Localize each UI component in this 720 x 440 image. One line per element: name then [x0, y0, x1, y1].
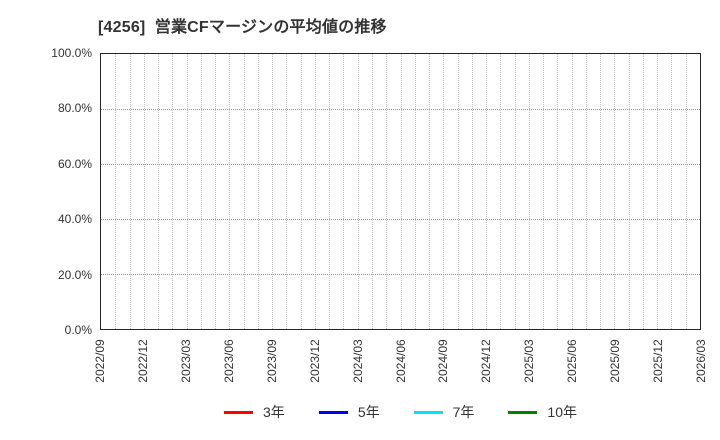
- x-tick-label: 2022/12: [135, 339, 150, 383]
- legend-label: 3年: [263, 404, 285, 420]
- x-tick-label: 2025/12: [651, 339, 666, 383]
- x-tick-label: 2023/03: [178, 339, 193, 383]
- x-tick-label: 2024/06: [393, 339, 408, 383]
- gridline-vertical: [329, 54, 331, 329]
- gridline-vertical: [186, 54, 188, 329]
- gridline-vertical: [528, 54, 530, 329]
- legend-label: 7年: [452, 404, 475, 420]
- gridline-vertical: [571, 54, 573, 329]
- legend-line-swatch: [508, 410, 538, 414]
- legend-item: 10年: [508, 402, 577, 422]
- gridline-vertical: [600, 54, 602, 329]
- gridline-vertical: [215, 54, 217, 329]
- y-tick-label: 80.0%: [57, 101, 92, 116]
- gridline-vertical: [371, 54, 373, 329]
- gridline-vertical: [614, 54, 616, 329]
- gridline-vertical: [642, 54, 644, 329]
- gridline-vertical: [314, 54, 316, 329]
- gridline-vertical: [671, 54, 673, 329]
- gridline-vertical: [172, 54, 174, 329]
- x-tick-label: 2026/03: [694, 339, 708, 383]
- legend-label: 5年: [357, 404, 380, 420]
- legend-line-swatch: [413, 410, 443, 414]
- legend-item: 5年: [318, 402, 380, 422]
- gridline-vertical: [400, 54, 402, 329]
- legend-item: 7年: [413, 402, 475, 422]
- gridline-vertical: [343, 54, 345, 329]
- gridline-vertical: [585, 54, 587, 329]
- gridline-vertical: [386, 54, 388, 329]
- gridline-vertical: [557, 54, 559, 329]
- legend-label: 10年: [547, 404, 577, 420]
- x-tick-label: 2024/03: [350, 339, 365, 383]
- legend-item: 3年: [224, 402, 285, 422]
- chart-title: [4256] 営業CFマージンの平均値の推移: [98, 19, 387, 36]
- gridline-vertical: [272, 54, 274, 329]
- gridline-vertical: [143, 54, 145, 329]
- gridline-vertical: [158, 54, 160, 329]
- gridline-vertical: [115, 54, 117, 329]
- gridline-vertical: [486, 54, 488, 329]
- gridline-vertical: [357, 54, 359, 329]
- legend-line-swatch: [224, 410, 254, 414]
- x-tick-label: 2022/09: [93, 339, 107, 383]
- gridline-vertical: [543, 54, 545, 329]
- y-tick-label: 60.0%: [57, 156, 92, 171]
- gridline-horizontal: [101, 219, 700, 220]
- x-tick-label: 2023/12: [307, 339, 322, 383]
- y-tick-label: 40.0%: [57, 212, 92, 227]
- gridline-vertical: [286, 54, 288, 329]
- y-tick-label: 20.0%: [57, 267, 92, 282]
- x-tick-label: 2025/06: [565, 339, 580, 383]
- gridline-vertical: [457, 54, 459, 329]
- gridline-vertical: [628, 54, 630, 329]
- x-tick-label: 2023/06: [221, 339, 236, 383]
- x-tick-label: 2025/09: [608, 339, 623, 383]
- legend: 3年 5年 7年 10年: [100, 402, 701, 422]
- x-tick-label: 2024/12: [479, 339, 494, 383]
- legend-line-swatch: [318, 410, 348, 414]
- gridline-vertical: [243, 54, 245, 329]
- gridline-vertical: [129, 54, 131, 329]
- y-tick-label: 100.0%: [51, 46, 92, 60]
- gridline-vertical: [443, 54, 445, 329]
- gridline-vertical: [429, 54, 431, 329]
- gridline-horizontal: [101, 109, 700, 110]
- gridline-horizontal: [101, 164, 700, 165]
- gridline-vertical: [514, 54, 516, 329]
- x-tick-label: 2023/09: [264, 339, 279, 383]
- gridline-vertical: [229, 54, 231, 329]
- gridline-vertical: [471, 54, 473, 329]
- gridline-vertical: [300, 54, 302, 329]
- gridline-vertical: [200, 54, 202, 329]
- gridline-vertical: [500, 54, 502, 329]
- x-tick-label: 2025/03: [522, 339, 537, 383]
- gridline-vertical: [414, 54, 416, 329]
- y-tick-label: 0.0%: [64, 323, 92, 337]
- gridline-vertical: [657, 54, 659, 329]
- plot-area: [100, 53, 701, 330]
- gridline-vertical: [685, 54, 687, 329]
- gridline-vertical: [257, 54, 259, 329]
- gridline-horizontal: [101, 274, 700, 275]
- x-tick-label: 2024/09: [436, 339, 451, 383]
